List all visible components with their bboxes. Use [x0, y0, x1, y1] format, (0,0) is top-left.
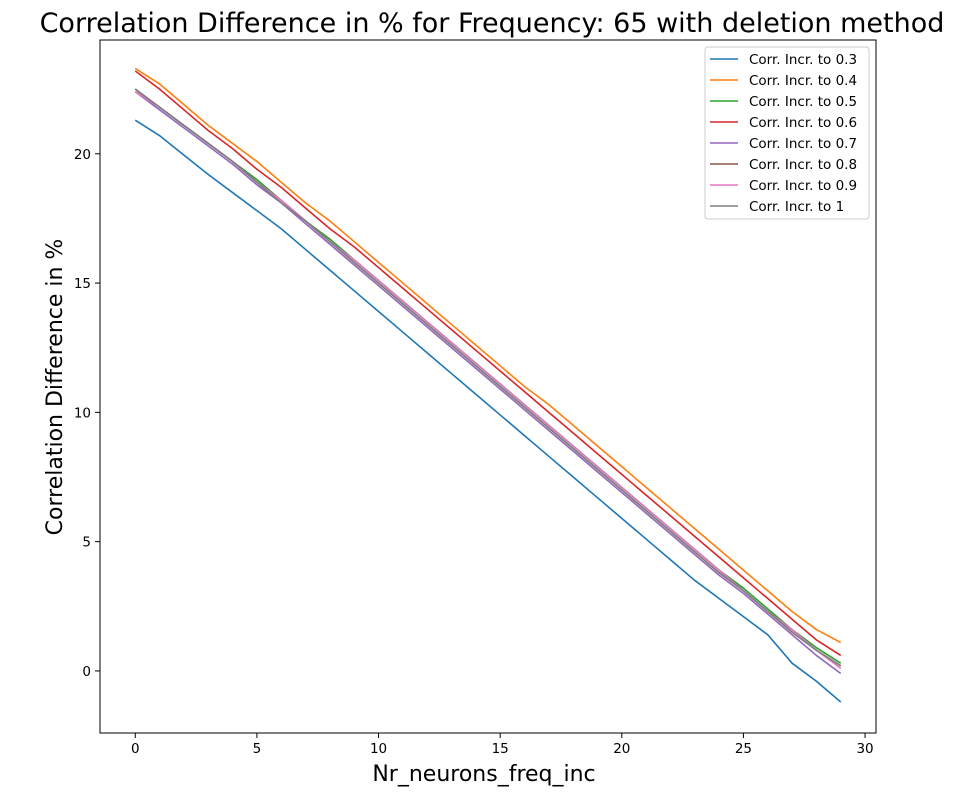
x-tick-label: 0 — [131, 741, 140, 757]
x-tick-label: 15 — [492, 741, 509, 757]
y-axis: 0 5 10 15 20 — [74, 147, 100, 680]
legend-entry-label: Corr. Incr. to 0.4 — [749, 73, 857, 89]
x-axis-label: Nr_neurons_freq_inc — [372, 762, 595, 787]
series-lines — [134, 67, 842, 703]
series-line-4 — [134, 70, 842, 657]
legend-entry-label: Corr. Incr. to 1 — [749, 199, 844, 215]
series-line-5 — [134, 91, 842, 675]
x-tick-label: 20 — [613, 741, 630, 757]
series-line-2 — [134, 67, 842, 644]
y-tick-label: 0 — [82, 664, 91, 680]
chart-title: Correlation Difference in % for Frequenc… — [40, 8, 945, 39]
x-tick-label: 10 — [370, 741, 387, 757]
y-tick-label: 10 — [74, 405, 91, 421]
x-tick-label: 25 — [735, 741, 752, 757]
legend-entry-label: Corr. Incr. to 0.6 — [749, 115, 857, 131]
legend-entry-label: Corr. Incr. to 0.9 — [749, 178, 857, 194]
legend-entry-label: Corr. Incr. to 0.5 — [749, 94, 857, 110]
x-tick-label: 5 — [253, 741, 262, 757]
legend-entry-label: Corr. Incr. to 0.8 — [749, 157, 857, 173]
y-axis-label: Correlation Difference in % — [43, 239, 68, 536]
legend-entry-label: Corr. Incr. to 0.3 — [749, 52, 857, 68]
y-tick-label: 20 — [74, 147, 91, 163]
legend-entry-label: Corr. Incr. to 0.7 — [749, 136, 857, 152]
x-axis: 0 5 10 15 20 25 30 — [131, 733, 874, 757]
plot-area-frame — [99, 39, 877, 734]
y-tick-label: 15 — [74, 276, 91, 292]
series-line-8 — [134, 88, 842, 667]
legend: Corr. Incr. to 0.3 Corr. Incr. to 0.4 Corr… — [704, 46, 870, 220]
series-line-1 — [134, 119, 842, 703]
x-tick-label: 30 — [856, 741, 873, 757]
legend-box — [704, 46, 870, 220]
y-tick-label: 5 — [82, 535, 91, 551]
